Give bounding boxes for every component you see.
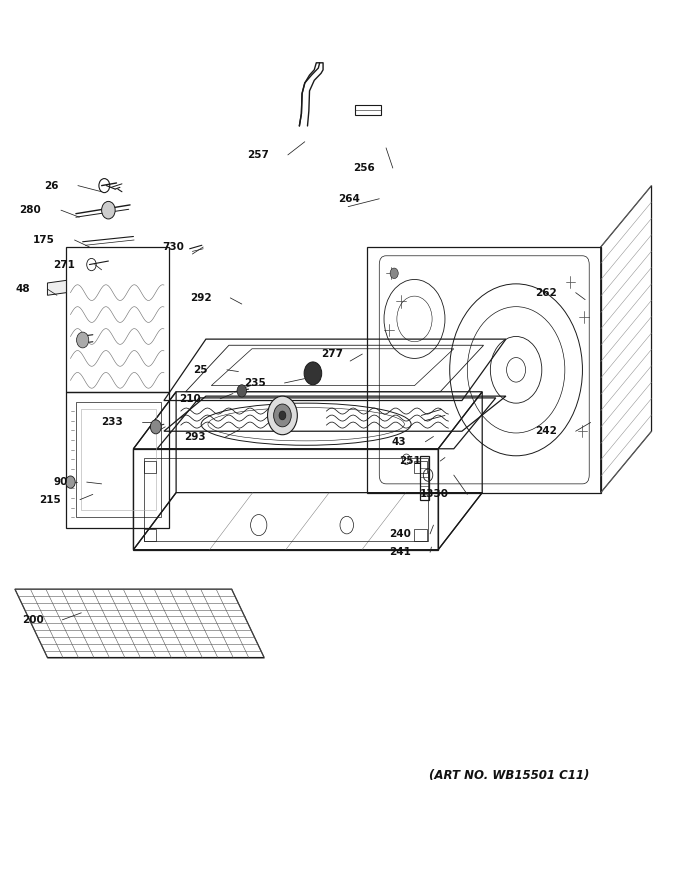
Text: 215: 215: [39, 495, 61, 504]
Text: 280: 280: [19, 205, 41, 216]
Text: 257: 257: [247, 150, 269, 160]
Text: 48: 48: [15, 284, 30, 294]
Text: 277: 277: [322, 349, 343, 359]
Text: 26: 26: [44, 180, 59, 191]
Polygon shape: [48, 281, 67, 296]
Circle shape: [390, 268, 398, 279]
Text: 210: 210: [180, 393, 201, 404]
Text: 25: 25: [193, 365, 208, 375]
Text: 240: 240: [389, 529, 411, 539]
Text: 175: 175: [33, 235, 54, 245]
Circle shape: [279, 411, 286, 420]
Text: 293: 293: [184, 432, 206, 443]
Text: 242: 242: [535, 426, 557, 436]
Text: 251: 251: [400, 456, 422, 466]
Circle shape: [237, 385, 247, 397]
Text: 235: 235: [243, 378, 265, 388]
Bar: [415, 529, 426, 541]
Circle shape: [101, 202, 115, 219]
Circle shape: [150, 420, 161, 434]
Text: 271: 271: [52, 260, 75, 269]
Bar: [415, 461, 426, 473]
Circle shape: [273, 404, 291, 427]
Text: 730: 730: [163, 242, 184, 252]
Bar: [143, 461, 156, 473]
Text: 262: 262: [535, 288, 557, 297]
Text: 264: 264: [339, 194, 360, 204]
Text: 256: 256: [354, 163, 375, 173]
Text: 43: 43: [392, 436, 407, 447]
Text: 1330: 1330: [420, 489, 448, 499]
Text: 200: 200: [22, 615, 44, 625]
Text: 90: 90: [54, 477, 68, 488]
Text: 241: 241: [389, 547, 411, 557]
Circle shape: [304, 362, 322, 385]
Text: 233: 233: [101, 417, 123, 428]
Bar: [143, 529, 156, 541]
Text: 292: 292: [190, 293, 211, 303]
Text: (ART NO. WB15501 C11): (ART NO. WB15501 C11): [429, 768, 590, 781]
Circle shape: [267, 396, 297, 435]
Circle shape: [77, 332, 89, 348]
Circle shape: [66, 476, 75, 488]
